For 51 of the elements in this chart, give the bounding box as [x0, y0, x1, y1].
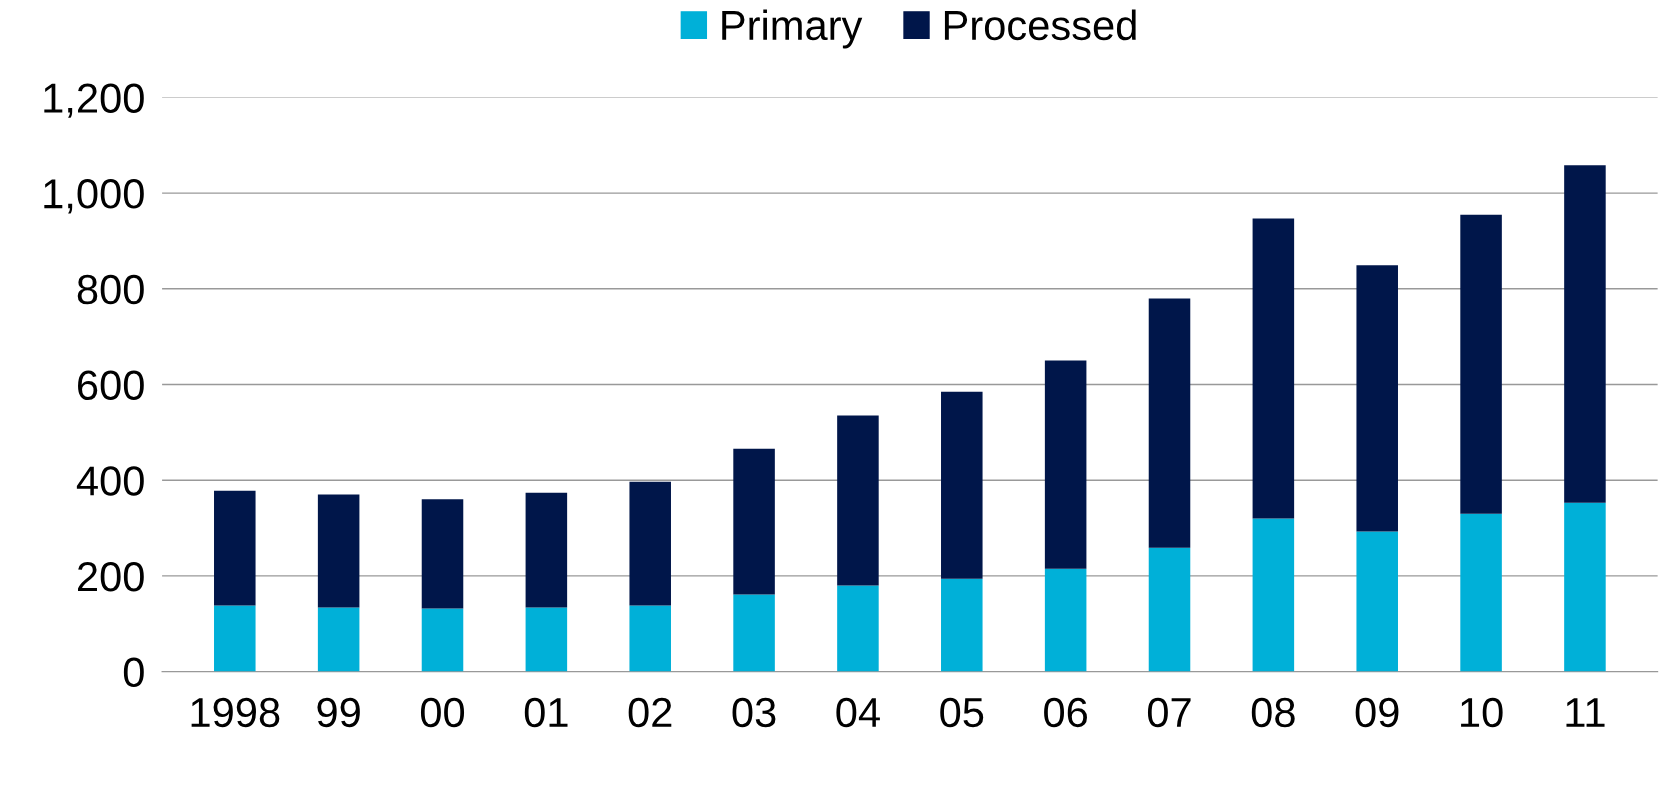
- bar: [1044, 568, 1087, 672]
- bar: [1564, 502, 1606, 672]
- x-tick-label: 99: [317, 697, 360, 728]
- bar: [317, 494, 360, 608]
- bar: [421, 608, 464, 672]
- bar: [941, 391, 983, 579]
- x-tick-label: 1998: [191, 697, 280, 728]
- bar: [629, 605, 671, 672]
- legend-label: Processed: [944, 9, 1136, 41]
- x-tick-label: 03: [732, 697, 776, 728]
- bar: [1564, 165, 1606, 503]
- x-tick-label: 06: [1044, 697, 1087, 728]
- bar: [1460, 214, 1502, 514]
- y-tick-label: 400: [76, 466, 144, 496]
- x-tick-label: 01: [524, 697, 568, 728]
- bar: [1460, 513, 1502, 672]
- y-tick-label: 1,200: [44, 83, 144, 118]
- bar: [317, 607, 360, 672]
- bar: [421, 499, 464, 609]
- bar: [525, 492, 568, 608]
- x-tick-label: 11: [1566, 698, 1605, 727]
- y-tick-label: 800: [77, 274, 144, 305]
- bar: [837, 585, 879, 672]
- x-tick-label: 08: [1251, 697, 1295, 728]
- x-tick-label: 02: [628, 697, 672, 728]
- bar: [837, 415, 879, 586]
- bar: [941, 578, 983, 672]
- y-tick-label: 0: [123, 657, 144, 688]
- bar: [733, 448, 775, 595]
- bar: [733, 594, 775, 672]
- x-tick-label: 10: [1461, 697, 1503, 728]
- bar: [1252, 218, 1295, 519]
- bar: [629, 481, 671, 606]
- bar: [214, 605, 256, 672]
- bar: [1252, 518, 1295, 672]
- x-tick-label: 00: [420, 697, 465, 728]
- legend-label: Primary: [722, 9, 863, 49]
- bar: [1356, 265, 1398, 532]
- bar: [1356, 531, 1398, 672]
- x-tick-label: 04: [836, 697, 880, 728]
- x-tick-label: 07: [1147, 697, 1191, 728]
- x-tick-label: 05: [940, 697, 984, 728]
- bar: [1148, 298, 1191, 548]
- y-tick-label: 600: [78, 370, 144, 401]
- bar: [1148, 547, 1191, 672]
- y-tick-label: 1,000: [44, 179, 144, 214]
- bar: [1044, 360, 1087, 569]
- x-tick-label: 09: [1355, 697, 1399, 728]
- bar: [525, 607, 568, 672]
- bar: [214, 490, 256, 606]
- y-tick-label: 200: [78, 561, 144, 592]
